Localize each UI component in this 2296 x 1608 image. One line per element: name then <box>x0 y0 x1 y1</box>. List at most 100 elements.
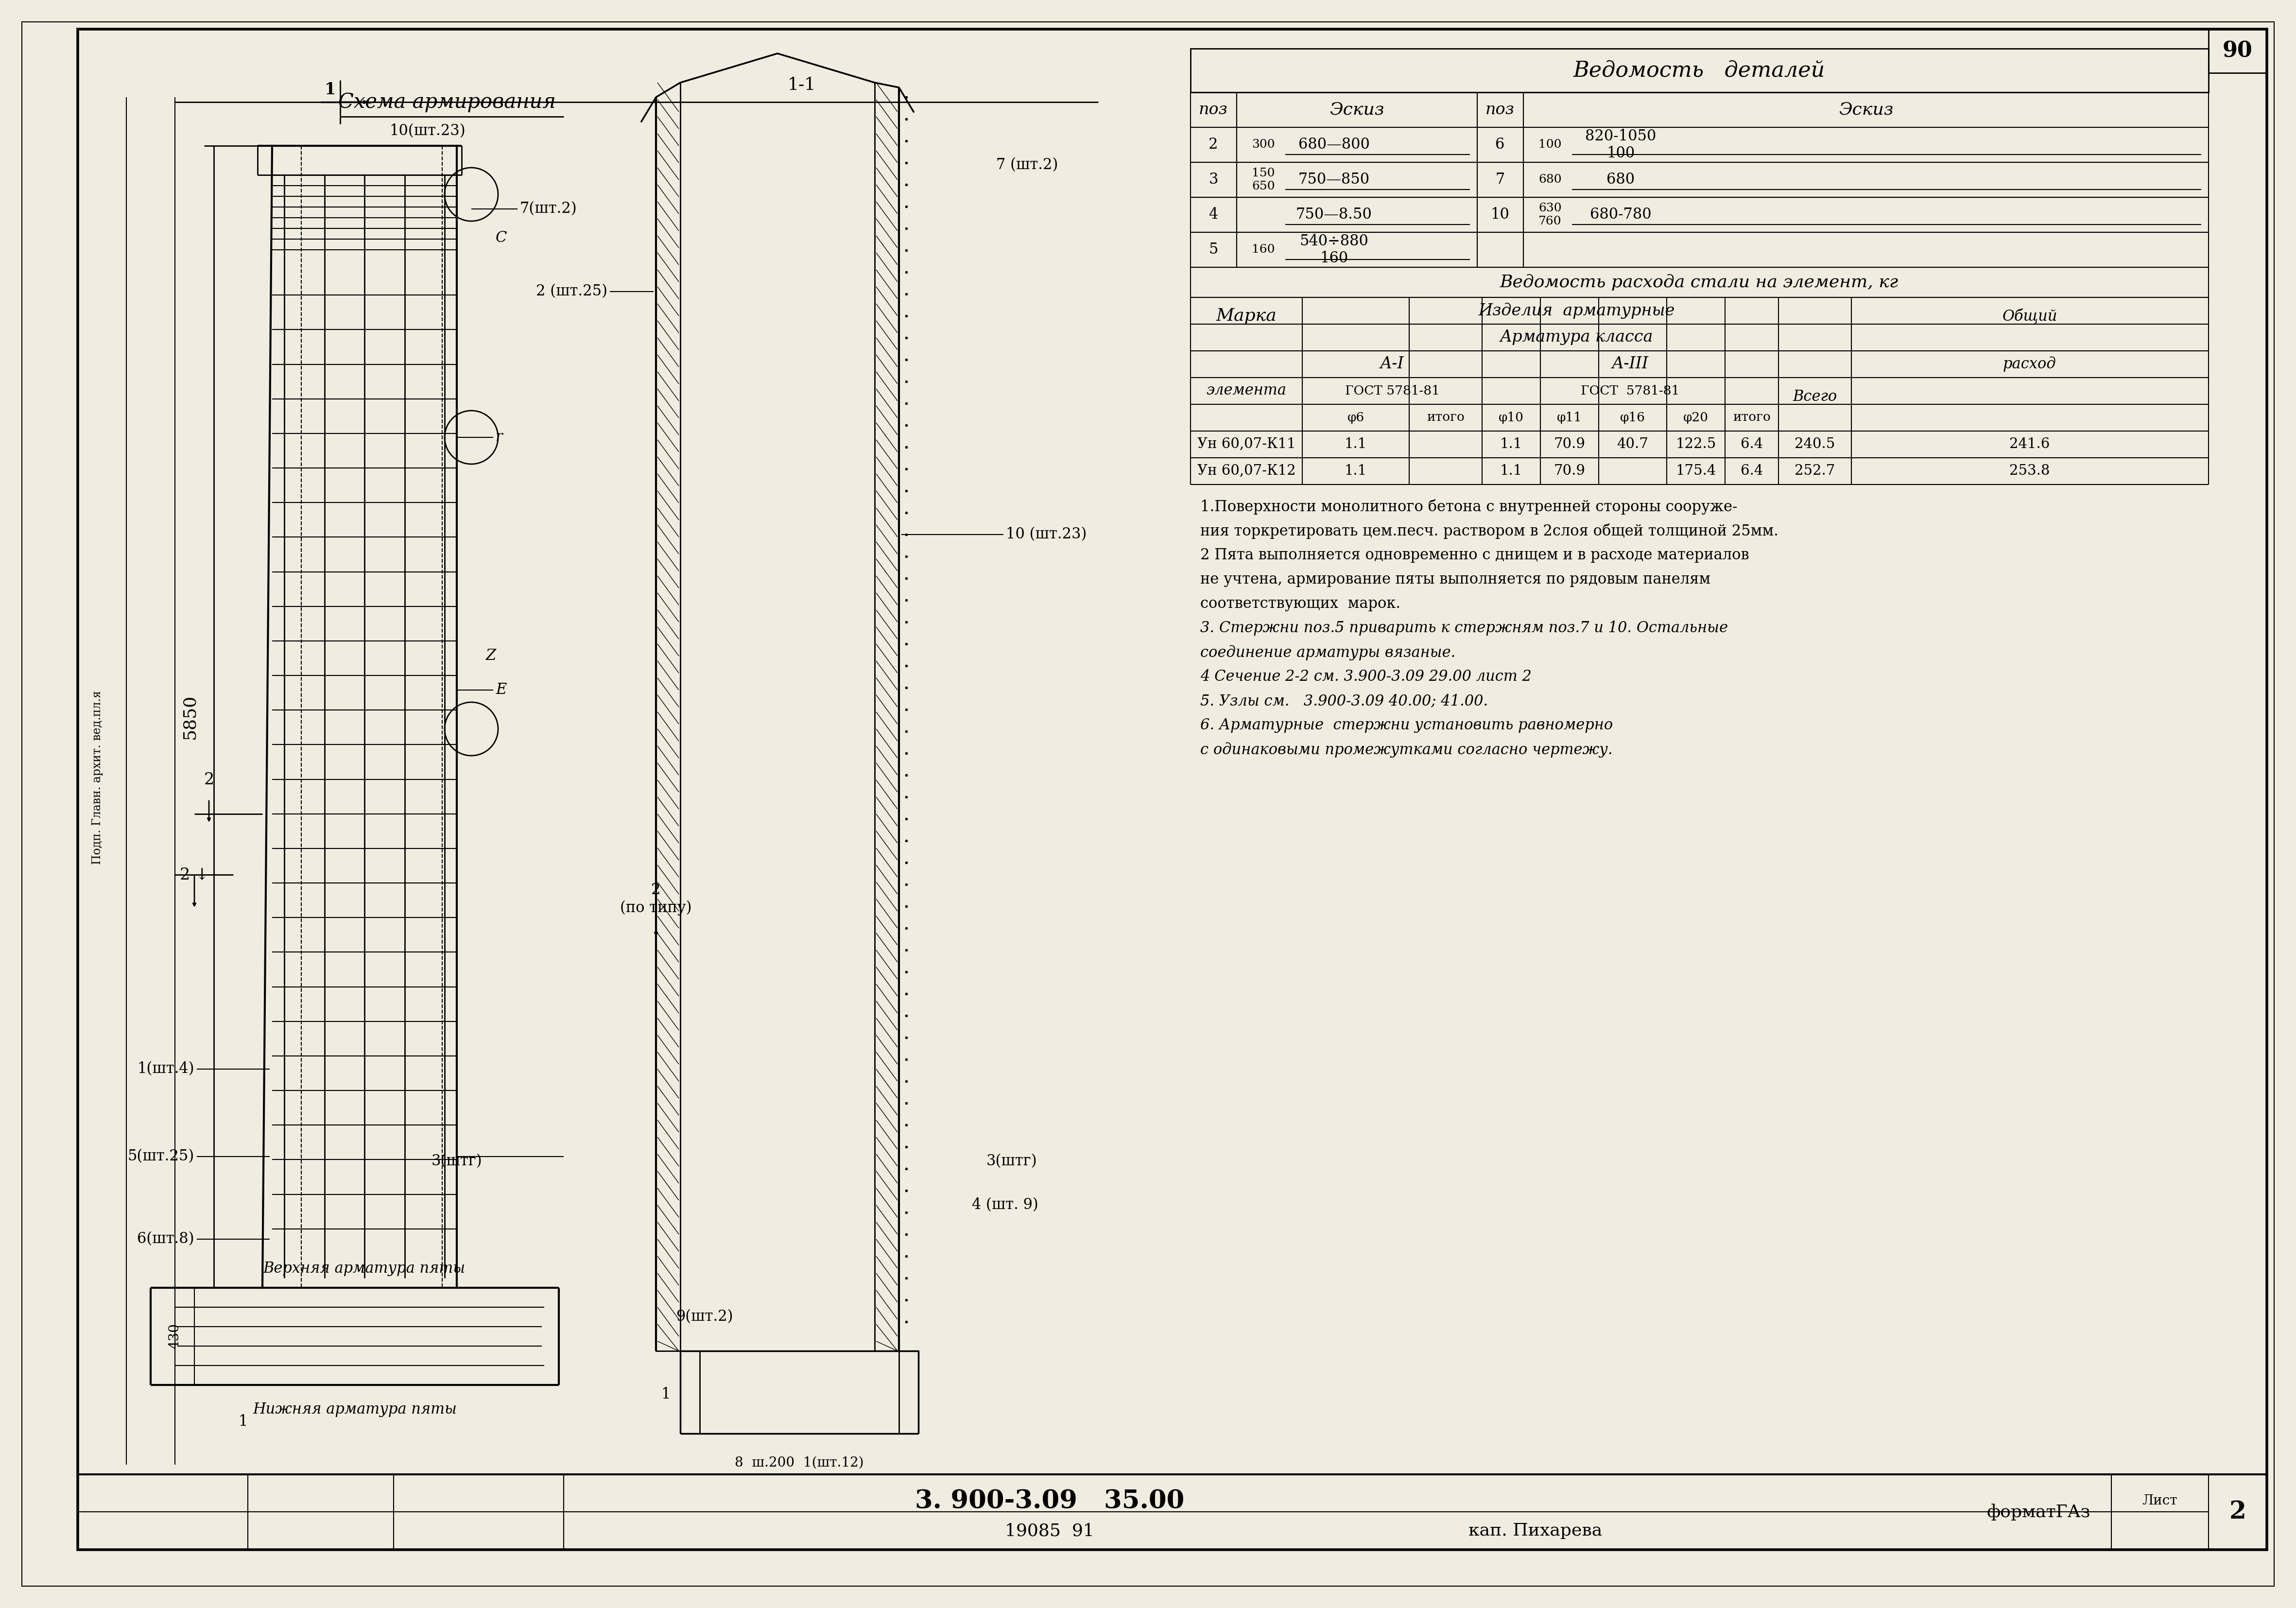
Text: 252.7: 252.7 <box>1795 465 1835 478</box>
Text: 9(шт.2): 9(шт.2) <box>675 1309 732 1325</box>
Bar <box>2209 29 2266 72</box>
Text: Нижняя арматура пяты: Нижняя арматура пяты <box>253 1402 457 1417</box>
Text: 241.6: 241.6 <box>2009 437 2050 450</box>
Text: C: C <box>496 230 507 246</box>
Text: А-ІІІ: А-ІІІ <box>1612 357 1649 371</box>
Bar <box>1522 232 2209 267</box>
Text: 1.1: 1.1 <box>1499 437 1522 450</box>
Text: 19085  91: 19085 91 <box>1006 1523 1095 1539</box>
Text: Марка: Марка <box>1217 307 1277 325</box>
Text: 70.9: 70.9 <box>1554 437 1584 450</box>
Text: 160: 160 <box>1251 244 1274 256</box>
Bar <box>1476 162 1522 198</box>
Text: Лист: Лист <box>2142 1494 2177 1507</box>
Text: соответствующих  марок.: соответствующих марок. <box>1201 597 1401 611</box>
Text: 240.5: 240.5 <box>1795 437 1835 450</box>
Text: φ10: φ10 <box>1499 412 1525 423</box>
Text: Ведомость расхода стали на элемент, кг: Ведомость расхода стали на элемент, кг <box>1499 273 1899 291</box>
Text: форматГАз: форматГАз <box>1986 1503 2089 1521</box>
Bar <box>1476 127 1522 162</box>
Text: 122.5: 122.5 <box>1676 437 1715 450</box>
Text: E: E <box>496 682 507 698</box>
Text: 680: 680 <box>1607 172 1635 188</box>
Text: Подп. Главн. архит. вед.пл.я: Подп. Главн. архит. вед.пл.я <box>92 690 103 865</box>
Text: 680-780: 680-780 <box>1589 207 1651 222</box>
Text: итого: итого <box>1426 412 1465 423</box>
Text: 2: 2 <box>204 772 214 788</box>
Text: 10: 10 <box>1490 207 1508 222</box>
Text: 1: 1 <box>661 1388 670 1402</box>
Bar <box>1238 162 1476 198</box>
Text: 630
760: 630 760 <box>1538 203 1561 227</box>
Text: 3(штг): 3(штг) <box>987 1155 1038 1169</box>
Text: 40.7: 40.7 <box>1616 437 1649 450</box>
Text: 1.1: 1.1 <box>1345 437 1366 450</box>
Text: 540÷880
160: 540÷880 160 <box>1300 233 1368 265</box>
Text: 5: 5 <box>1208 243 1219 257</box>
Text: 1: 1 <box>324 82 335 98</box>
Bar <box>1192 267 2209 297</box>
Text: 90: 90 <box>2223 40 2252 61</box>
Text: Эскиз: Эскиз <box>1839 101 1894 117</box>
Text: 4: 4 <box>1208 207 1219 222</box>
Text: 3: 3 <box>1208 172 1219 188</box>
Bar <box>1192 162 1238 198</box>
Bar <box>1476 92 1522 127</box>
Text: 3. 900-3.09   35.00: 3. 900-3.09 35.00 <box>914 1489 1185 1513</box>
Text: 150
650: 150 650 <box>1251 167 1274 191</box>
Bar <box>1238 232 1476 267</box>
Bar <box>1522 127 2209 162</box>
Text: 7(шт.2): 7(шт.2) <box>519 201 576 217</box>
Text: 750—8.50: 750—8.50 <box>1295 207 1373 222</box>
Text: 10(шт.23): 10(шт.23) <box>390 124 466 138</box>
Text: не учтена, армирование пяты выполняется по рядовым панелям: не учтена, армирование пяты выполняется … <box>1201 572 1711 587</box>
Text: соединение арматуры вязаные.: соединение арматуры вязаные. <box>1201 645 1456 661</box>
Text: 1-1: 1-1 <box>788 77 815 93</box>
Text: Всего: Всего <box>1793 389 1837 404</box>
Text: Арматура класса: Арматура класса <box>1499 330 1653 346</box>
Bar <box>1192 127 1238 162</box>
Text: 1.1: 1.1 <box>1345 465 1366 478</box>
Text: 820-1050
100: 820-1050 100 <box>1584 129 1655 161</box>
Text: φ20: φ20 <box>1683 412 1708 423</box>
Text: 1.1: 1.1 <box>1499 465 1522 478</box>
Text: 4 Сечение 2-2 см. 3.900-3.09 29.00 лист 2: 4 Сечение 2-2 см. 3.900-3.09 29.00 лист … <box>1201 669 1531 685</box>
Text: 6.4: 6.4 <box>1740 437 1763 450</box>
Text: 2: 2 <box>1208 137 1219 153</box>
Text: 5850: 5850 <box>181 695 197 740</box>
Text: 6: 6 <box>1495 137 1504 153</box>
Bar <box>1192 48 2209 92</box>
Bar <box>1238 127 1476 162</box>
Text: 2 ↓: 2 ↓ <box>179 867 209 883</box>
Bar <box>1238 198 1476 232</box>
Text: поз: поз <box>1199 101 1228 117</box>
Text: Общий: Общий <box>2002 309 2057 325</box>
Text: 1(шт.4): 1(шт.4) <box>138 1061 195 1077</box>
Bar <box>1522 198 2209 232</box>
Text: Схема армирования: Схема армирования <box>338 92 556 113</box>
Text: 3. Стержни поз.5 приварить к стержням поз.7 и 10. Остальные: 3. Стержни поз.5 приварить к стержням по… <box>1201 621 1729 635</box>
Text: 750—850: 750—850 <box>1297 172 1371 188</box>
Text: 8  ш.200  1(шт.12): 8 ш.200 1(шт.12) <box>735 1457 863 1470</box>
Text: Верхняя арматура пяты: Верхняя арматура пяты <box>264 1261 466 1275</box>
Bar <box>1192 232 1238 267</box>
Text: элемента: элемента <box>1205 383 1286 399</box>
Text: 2 (шт.25): 2 (шт.25) <box>535 285 608 299</box>
Text: Z: Z <box>487 648 496 664</box>
Bar <box>1192 92 1238 127</box>
Text: 6.4: 6.4 <box>1740 465 1763 478</box>
Text: φ6: φ6 <box>1348 412 1364 423</box>
Bar <box>1238 92 1476 127</box>
Text: 4 (шт. 9): 4 (шт. 9) <box>971 1198 1038 1212</box>
Text: r: r <box>496 429 503 445</box>
Text: ГОСТ  5781-81: ГОСТ 5781-81 <box>1582 384 1681 397</box>
Text: 300: 300 <box>1251 140 1274 151</box>
Text: Изделия  арматурные: Изделия арматурные <box>1479 302 1676 318</box>
Text: 70.9: 70.9 <box>1554 465 1584 478</box>
Text: 175.4: 175.4 <box>1676 465 1715 478</box>
Text: Ун 60,07-К12: Ун 60,07-К12 <box>1196 465 1295 478</box>
Text: Ун 60,07-К11: Ун 60,07-К11 <box>1196 437 1295 450</box>
Bar <box>1522 92 2209 127</box>
Text: 3(штг): 3(штг) <box>432 1155 482 1169</box>
Bar <box>1192 198 1238 232</box>
